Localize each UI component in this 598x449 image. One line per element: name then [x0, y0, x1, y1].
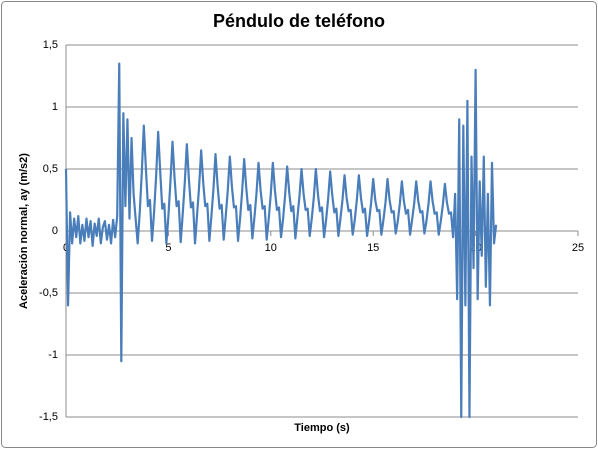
y-tick-label: -1: [48, 349, 58, 361]
y-tick-label: 0,5: [43, 163, 58, 175]
x-tick-label: 0: [63, 242, 69, 254]
y-tick-label: 1,5: [43, 39, 58, 51]
chart-title: Péndulo de teléfono: [213, 11, 385, 31]
y-tick-label: -0,5: [39, 287, 58, 299]
x-tick-label: 10: [265, 242, 277, 254]
y-tick-label: 1: [52, 101, 58, 113]
data-line: [64, 62, 498, 419]
x-tick-label: 5: [165, 242, 171, 254]
x-tick-label: 15: [367, 242, 379, 254]
y-tick-label: 0: [52, 225, 58, 237]
x-tick-label: 25: [572, 242, 584, 254]
y-tick-label: -1,5: [39, 411, 58, 423]
x-axis-title: Tiempo (s): [294, 422, 350, 434]
y-axis-title: Aceleración normal, ay (m/s2): [18, 153, 30, 309]
